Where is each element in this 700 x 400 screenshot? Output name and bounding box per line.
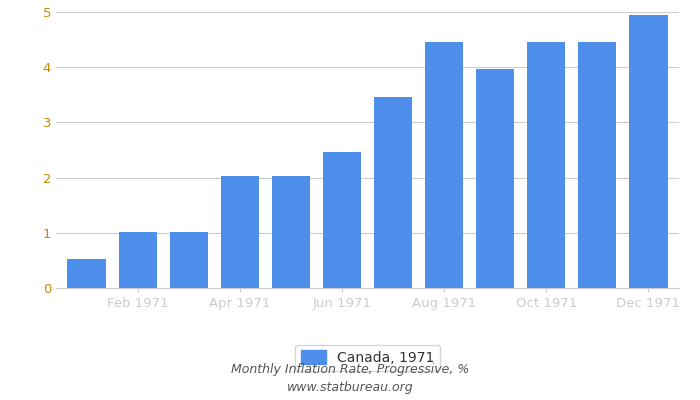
Legend: Canada, 1971: Canada, 1971 — [295, 345, 440, 370]
Bar — [374, 97, 412, 288]
Bar — [425, 42, 463, 288]
Text: Monthly Inflation Rate, Progressive, %: Monthly Inflation Rate, Progressive, % — [231, 364, 469, 376]
Bar — [118, 232, 157, 288]
Bar — [169, 232, 208, 288]
Bar — [220, 176, 259, 288]
Bar — [527, 42, 566, 288]
Bar — [323, 152, 361, 288]
Bar — [67, 259, 106, 288]
Bar — [578, 42, 617, 288]
Bar — [629, 15, 668, 288]
Bar — [272, 176, 310, 288]
Bar — [476, 69, 514, 288]
Text: www.statbureau.org: www.statbureau.org — [287, 382, 413, 394]
